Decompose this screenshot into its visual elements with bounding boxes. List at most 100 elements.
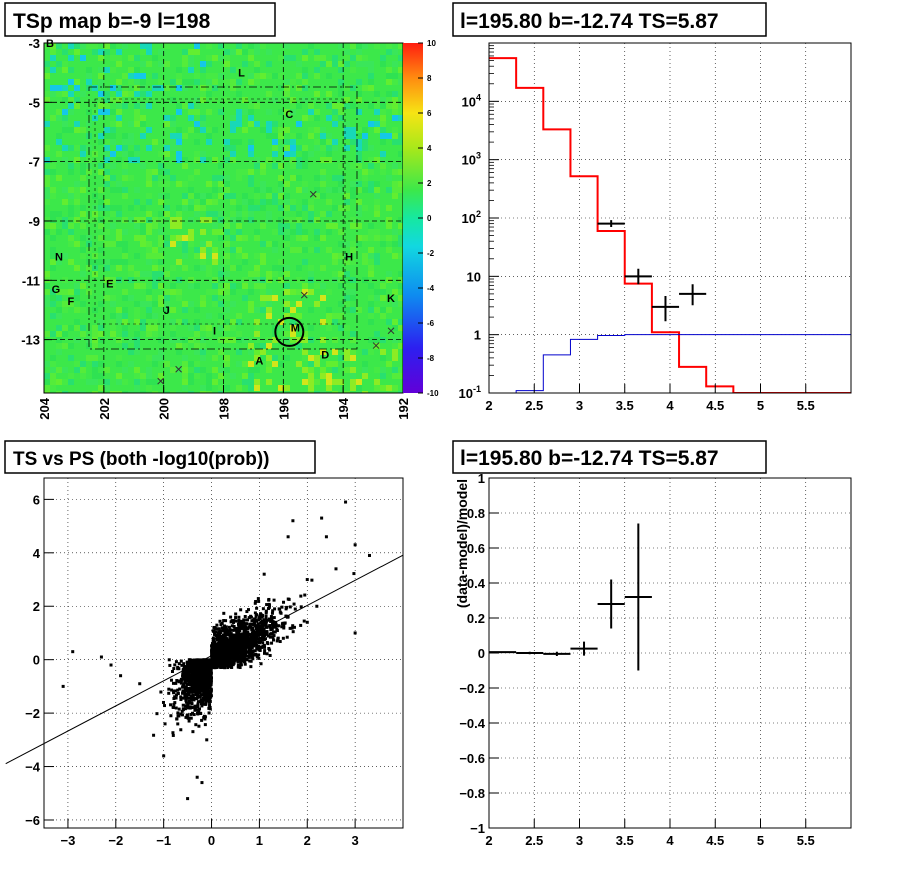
heatmap-cell	[362, 133, 368, 139]
scatter-point	[204, 675, 208, 679]
heatmap-cell	[392, 109, 398, 115]
heatmap-cell	[386, 133, 392, 139]
scatter-point	[259, 630, 263, 634]
heatmap-cell	[200, 127, 206, 133]
heatmap-cell	[182, 85, 188, 91]
scatter-point	[187, 671, 191, 675]
x-tick-label: 4.5	[706, 398, 724, 413]
scatter-point	[232, 620, 236, 624]
heatmap-cell	[62, 331, 68, 337]
heatmap-cell	[170, 391, 176, 393]
heatmap-cell	[80, 367, 86, 373]
heatmap-cell	[98, 109, 104, 115]
scatter-point	[197, 709, 201, 713]
heatmap-cell	[398, 319, 403, 325]
scatter-point	[241, 621, 245, 625]
heatmap-cell	[98, 163, 104, 169]
heatmap-cell	[206, 139, 212, 145]
scatter-point	[243, 648, 247, 652]
heatmap-cell	[98, 205, 104, 211]
scatter-point	[253, 649, 257, 653]
heatmap-cell	[254, 331, 260, 337]
source-label: B	[46, 38, 54, 50]
heatmap-cell	[302, 187, 308, 193]
heatmap-cell	[290, 97, 296, 103]
scatter-point	[225, 633, 229, 637]
scatter-point	[202, 674, 206, 678]
heatmap-cell	[296, 313, 302, 319]
heatmap-cell	[344, 295, 350, 301]
heatmap-cell	[278, 73, 284, 79]
heatmap-cell	[116, 85, 122, 91]
heatmap-cell	[74, 283, 80, 289]
heatmap-cell	[350, 385, 356, 391]
heatmap-cell	[146, 259, 152, 265]
heatmap-cell	[296, 157, 302, 163]
heatmap-cell	[302, 379, 308, 385]
heatmap-cell	[392, 373, 398, 379]
heatmap-cell	[56, 109, 62, 115]
scatter-point	[271, 635, 275, 639]
scatter-point	[249, 665, 253, 669]
heatmap-cell	[320, 349, 326, 355]
heatmap-cell	[254, 343, 260, 349]
heatmap-cell	[56, 253, 62, 259]
scatter-point	[218, 637, 222, 641]
heatmap-cell	[188, 187, 194, 193]
scatter-point	[252, 631, 256, 635]
heatmap-cell	[362, 205, 368, 211]
heatmap-cell	[110, 133, 116, 139]
heatmap-cell	[290, 103, 296, 109]
heatmap-cell	[356, 43, 362, 49]
scatter-point	[229, 660, 233, 664]
scatter-point	[213, 632, 217, 636]
heatmap-cell	[200, 247, 206, 253]
heatmap-cell	[146, 217, 152, 223]
scatter-point	[203, 723, 207, 727]
heatmap-cell	[134, 73, 140, 79]
heatmap-cell	[152, 325, 158, 331]
heatmap-cell	[266, 193, 272, 199]
heatmap-cell	[320, 181, 326, 187]
heatmap-cell	[374, 295, 380, 301]
heatmap-cell	[80, 373, 86, 379]
x-tick-label: 198	[217, 398, 232, 420]
scatter-point	[253, 617, 257, 621]
scatter-point	[261, 632, 265, 636]
heatmap-cell	[218, 325, 224, 331]
heatmap-cell	[326, 133, 332, 139]
scatter-point	[255, 654, 259, 658]
heatmap-cell	[296, 133, 302, 139]
heatmap-cell	[98, 199, 104, 205]
heatmap-cell	[152, 73, 158, 79]
heatmap-cell	[116, 181, 122, 187]
scatter-point	[167, 658, 171, 662]
scatter-point	[184, 694, 188, 698]
heatmap-cell	[200, 265, 206, 271]
scatter-point	[239, 663, 243, 667]
scatter-point	[266, 642, 270, 646]
heatmap-cell	[224, 283, 230, 289]
heatmap-cell	[278, 109, 284, 115]
heatmap-cell	[302, 349, 308, 355]
source-label: J	[164, 305, 170, 317]
scatter-point	[207, 660, 211, 664]
heatmap-cell	[62, 187, 68, 193]
x-tick-label: 2.5	[525, 833, 543, 848]
heatmap-cell	[188, 61, 194, 67]
heatmap-cell	[266, 241, 272, 247]
heatmap-cell	[62, 253, 68, 259]
heatmap-cell	[320, 373, 326, 379]
heatmap-cell	[320, 193, 326, 199]
heatmap-cell	[242, 373, 248, 379]
scatter-point	[179, 728, 183, 732]
scatter-point	[224, 628, 228, 632]
scatter-point	[197, 694, 201, 698]
heatmap-cell	[182, 235, 188, 241]
heatmap-cell	[266, 367, 272, 373]
heatmap-cell	[62, 391, 68, 393]
heatmap-cell	[296, 85, 302, 91]
heatmap-cell	[122, 145, 128, 151]
heatmap-cell	[140, 115, 146, 121]
